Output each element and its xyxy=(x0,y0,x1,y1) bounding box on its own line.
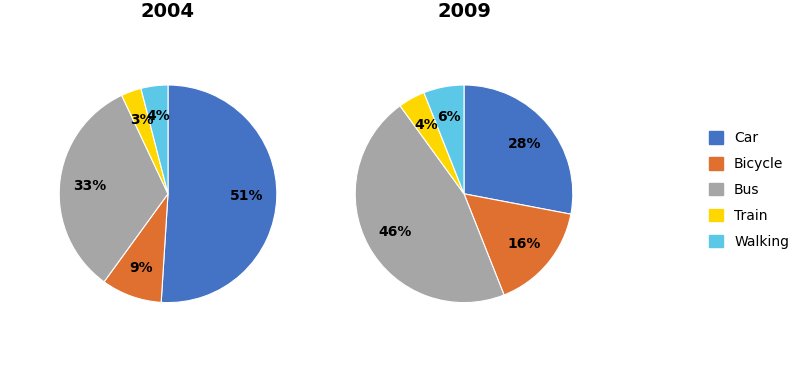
Wedge shape xyxy=(141,85,168,194)
Text: 51%: 51% xyxy=(230,189,263,203)
Text: 3%: 3% xyxy=(130,113,154,127)
Text: 9%: 9% xyxy=(130,261,154,274)
Legend: Car, Bicycle, Bus, Train, Walking: Car, Bicycle, Bus, Train, Walking xyxy=(709,131,789,249)
Text: 16%: 16% xyxy=(508,237,541,251)
Wedge shape xyxy=(122,89,168,194)
Wedge shape xyxy=(161,85,277,302)
Wedge shape xyxy=(104,194,168,302)
Text: 4%: 4% xyxy=(146,109,170,123)
Wedge shape xyxy=(464,85,573,214)
Text: 6%: 6% xyxy=(438,110,461,124)
Text: 28%: 28% xyxy=(508,137,541,151)
Wedge shape xyxy=(400,93,464,194)
Wedge shape xyxy=(59,95,168,282)
Wedge shape xyxy=(464,194,571,295)
Title: 2004: 2004 xyxy=(141,2,195,21)
Text: 33%: 33% xyxy=(74,179,106,193)
Title: 2009: 2009 xyxy=(437,2,491,21)
Text: 4%: 4% xyxy=(414,118,438,132)
Text: 46%: 46% xyxy=(378,225,412,239)
Wedge shape xyxy=(424,85,464,194)
Wedge shape xyxy=(355,106,504,302)
